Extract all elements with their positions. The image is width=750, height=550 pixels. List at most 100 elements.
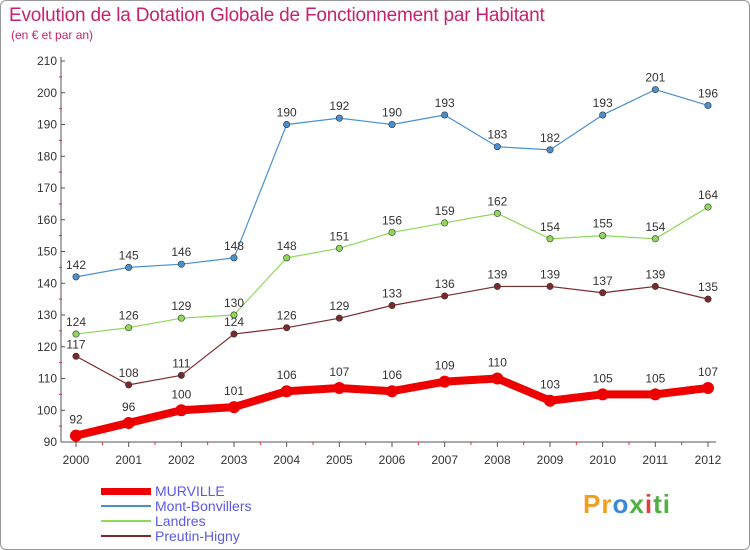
data-label: 193 xyxy=(435,96,455,110)
data-label: 196 xyxy=(698,86,718,100)
data-point xyxy=(491,372,504,385)
data-point xyxy=(230,254,238,262)
data-point xyxy=(704,295,712,303)
data-point xyxy=(546,146,554,154)
data-point xyxy=(441,111,449,119)
data-point xyxy=(70,429,82,442)
data-point xyxy=(125,324,133,332)
data-point xyxy=(651,86,659,94)
x-tick-label: 2007 xyxy=(431,453,458,467)
data-point xyxy=(177,314,185,322)
data-point xyxy=(333,382,346,395)
legend-label: Mont-Bonvillers xyxy=(155,498,252,514)
data-label: 101 xyxy=(224,384,244,398)
data-point xyxy=(388,228,396,236)
data-label: 126 xyxy=(119,309,139,323)
data-point xyxy=(546,282,554,290)
data-label: 106 xyxy=(382,368,402,382)
data-point xyxy=(388,301,396,309)
x-tick-label: 2003 xyxy=(221,453,248,467)
data-point xyxy=(283,121,291,129)
data-point xyxy=(72,330,80,338)
x-tick-label: 2008 xyxy=(484,453,511,467)
data-point xyxy=(335,114,343,122)
x-tick-label: 2002 xyxy=(168,453,195,467)
data-point xyxy=(493,282,501,290)
data-label: 135 xyxy=(698,280,718,294)
data-point xyxy=(599,289,607,297)
data-label: 146 xyxy=(171,245,191,259)
y-tick-label: 160 xyxy=(37,213,57,227)
data-label: 100 xyxy=(171,387,191,401)
x-tick-label: 2009 xyxy=(537,453,564,467)
data-point xyxy=(704,101,712,109)
x-tick-label: 2006 xyxy=(379,453,406,467)
data-point xyxy=(388,121,396,129)
data-point xyxy=(230,330,238,338)
y-tick-label: 180 xyxy=(37,149,57,163)
x-tick-label: 2000 xyxy=(63,453,90,467)
chart-title: Evolution de la Dotation Globale de Fonc… xyxy=(9,5,545,26)
data-label: 136 xyxy=(435,277,455,291)
data-label: 142 xyxy=(66,258,86,272)
data-point xyxy=(493,143,501,151)
data-label: 103 xyxy=(540,378,560,392)
data-label: 108 xyxy=(119,366,139,380)
data-label: 107 xyxy=(698,365,718,379)
data-point xyxy=(438,375,451,388)
proxiti-logo: Proxiti xyxy=(583,489,671,519)
data-point xyxy=(72,352,80,360)
data-label: 129 xyxy=(171,299,191,313)
data-label: 106 xyxy=(277,368,297,382)
data-point xyxy=(599,111,607,119)
data-label: 148 xyxy=(224,239,244,253)
data-label: 154 xyxy=(540,220,560,234)
legend-swatch xyxy=(101,520,151,522)
data-point xyxy=(228,401,240,414)
y-tick-label: 100 xyxy=(37,403,57,417)
data-point xyxy=(544,394,556,407)
x-tick-label: 2011 xyxy=(642,453,668,467)
y-tick-label: 130 xyxy=(37,308,57,322)
data-label: 109 xyxy=(435,359,455,373)
data-label: 117 xyxy=(66,337,85,351)
data-label: 159 xyxy=(435,204,455,218)
data-point xyxy=(125,263,133,271)
x-tick-label: 2005 xyxy=(326,453,353,467)
data-label: 107 xyxy=(329,365,349,379)
data-point xyxy=(651,282,659,290)
data-label: 124 xyxy=(224,315,244,329)
data-point xyxy=(280,385,293,398)
data-label: 105 xyxy=(645,371,665,385)
data-label: 129 xyxy=(329,299,349,313)
data-point xyxy=(441,292,449,300)
legend-label: MURVILLE xyxy=(155,483,225,499)
data-label: 190 xyxy=(277,106,297,120)
data-point xyxy=(122,416,135,429)
x-tick-label: 2012 xyxy=(695,453,722,467)
data-label: 182 xyxy=(540,131,560,145)
data-point xyxy=(230,311,238,319)
data-point xyxy=(335,244,343,252)
data-point xyxy=(177,260,185,268)
data-point xyxy=(651,235,659,243)
data-label: 137 xyxy=(593,274,613,288)
data-label: 110 xyxy=(488,356,507,370)
y-tick-label: 150 xyxy=(37,245,57,259)
y-tick-label: 170 xyxy=(37,181,57,195)
data-label: 192 xyxy=(329,99,349,113)
data-label: 156 xyxy=(382,213,402,227)
data-label: 139 xyxy=(645,267,665,281)
y-tick-label: 200 xyxy=(37,86,57,100)
legend-label: Preutin-Higny xyxy=(155,528,240,544)
data-label: 105 xyxy=(593,371,613,385)
data-point xyxy=(599,232,607,240)
data-label: 126 xyxy=(277,309,297,323)
data-point xyxy=(125,381,133,389)
y-tick-label: 140 xyxy=(37,276,57,290)
data-label: 139 xyxy=(487,267,507,281)
legend-swatch xyxy=(101,488,151,495)
y-tick-label: 120 xyxy=(37,340,57,354)
